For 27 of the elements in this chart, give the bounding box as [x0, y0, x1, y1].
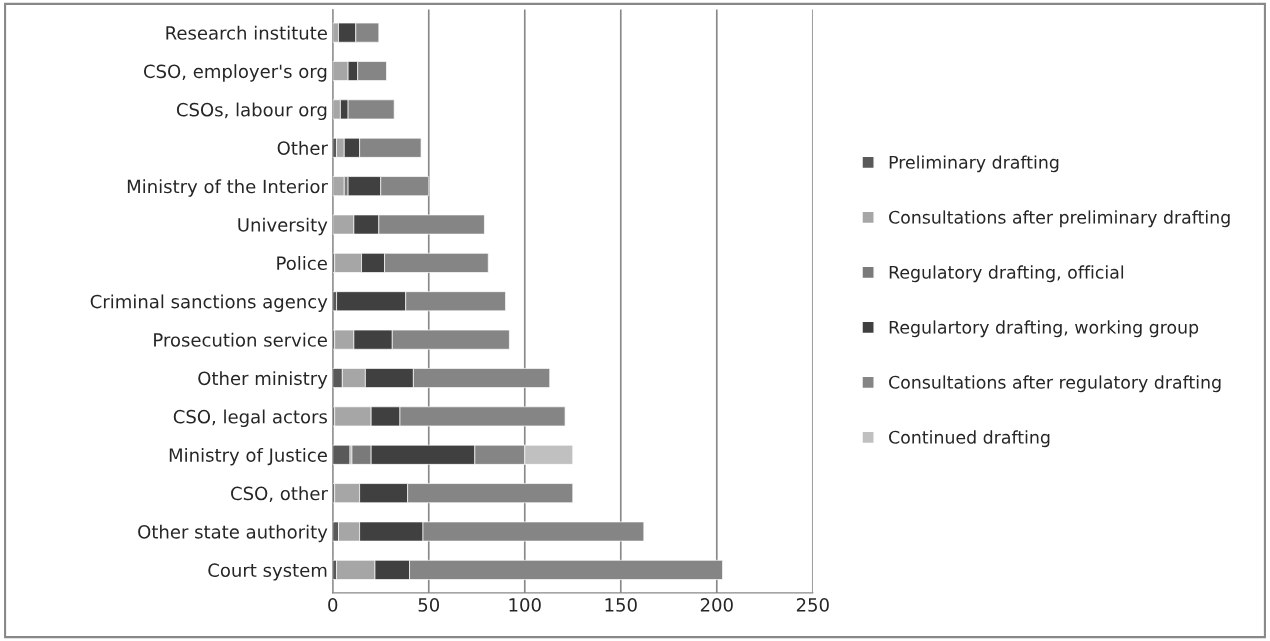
x-tick-label: 250 — [796, 598, 829, 612]
y-tick-label: CSO, legal actors — [173, 409, 327, 428]
x-tick-label: 150 — [605, 598, 637, 612]
legend-label: Consultations after preliminary drafting — [889, 210, 1230, 228]
x-tick-label: 100 — [509, 598, 541, 612]
y-tick-label: Other ministry — [198, 371, 328, 389]
legend-label: Preliminary drafting — [889, 155, 1059, 173]
x-tick-label: 50 — [418, 598, 440, 612]
y-tick-label: Ministry of the Interior — [127, 179, 328, 197]
y-tick-label: Police — [277, 256, 327, 271]
legend-label: Consultations after regulatory drafting — [889, 375, 1221, 393]
y-tick-label: Other — [277, 140, 328, 155]
legend-label: Regulartory drafting, working group — [889, 320, 1199, 338]
x-tick-label: 0 — [328, 598, 338, 612]
y-tick-label: CSOs, labour org — [176, 102, 327, 121]
y-tick-label: Ministry of Justice — [169, 447, 327, 466]
y-tick-label: Prosecution service — [154, 332, 327, 347]
y-tick-label: Other state authority — [138, 524, 328, 543]
y-tick-label: Criminal sanctions agency — [90, 294, 328, 312]
y-tick-label: Court system — [208, 563, 327, 581]
legend-label: Continued drafting — [889, 430, 1050, 448]
x-tick-label: 200 — [700, 598, 733, 612]
y-tick-label: University — [238, 217, 328, 236]
y-tick-label: CSO, other — [231, 486, 328, 503]
legend-label: Regulatory drafting, official — [889, 265, 1124, 283]
y-tick-label: CSO, employer's org — [143, 64, 327, 82]
y-tick-label: Research institute — [166, 25, 327, 40]
